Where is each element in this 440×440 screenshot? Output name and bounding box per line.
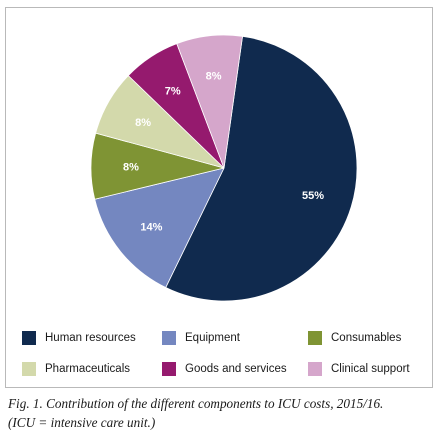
legend-label: Consumables xyxy=(331,332,402,344)
legend-item-goods-and-services: Goods and services xyxy=(162,361,308,377)
legend: Human resources Equipment Consumables Ph… xyxy=(22,330,428,377)
slice-value-label: 8% xyxy=(135,117,151,129)
chart-frame: 55% 14% 8% 8% 7% 8% Human resources Equipment… xyxy=(5,7,433,388)
legend-swatch xyxy=(162,362,176,376)
slice-value-label: 14% xyxy=(140,221,162,233)
legend-swatch xyxy=(308,331,322,345)
legend-swatch xyxy=(22,362,36,376)
legend-label: Goods and services xyxy=(185,363,287,375)
legend-swatch xyxy=(162,331,176,345)
legend-item-pharmaceuticals: Pharmaceuticals xyxy=(22,361,162,377)
pie-chart: 55% 14% 8% 8% 7% 8% xyxy=(90,34,358,302)
legend-swatch xyxy=(308,362,322,376)
slice-value-label: 8% xyxy=(206,70,222,82)
legend-swatch xyxy=(22,331,36,345)
legend-item-consumables: Consumables xyxy=(308,330,428,346)
caption-line-1: Fig. 1. Contribution of the different co… xyxy=(8,396,384,411)
caption-line-2: (ICU = intensive care unit.) xyxy=(8,415,156,430)
pie-slice-human-resources xyxy=(165,35,358,302)
slice-value-label: 8% xyxy=(123,162,139,174)
legend-label: Equipment xyxy=(185,332,240,344)
legend-label: Human resources xyxy=(45,332,136,344)
legend-item-human-resources: Human resources xyxy=(22,330,162,346)
slice-value-label: 55% xyxy=(302,190,324,202)
legend-label: Clinical support xyxy=(331,363,410,375)
pie-slice-clinical-support xyxy=(176,34,243,169)
legend-item-equipment: Equipment xyxy=(162,330,308,346)
figure-caption: Fig. 1. Contribution of the different co… xyxy=(8,394,432,432)
slice-value-label: 7% xyxy=(165,85,181,97)
legend-label: Pharmaceuticals xyxy=(45,363,131,375)
legend-item-clinical-support: Clinical support xyxy=(308,361,428,377)
pie-slice-equipment xyxy=(94,167,225,289)
